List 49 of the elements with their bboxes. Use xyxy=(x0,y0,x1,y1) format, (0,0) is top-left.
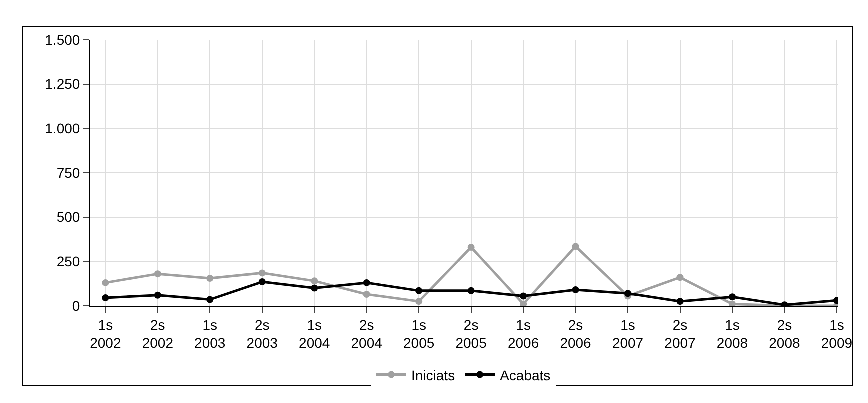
y-tick-label: 250 xyxy=(56,254,80,270)
x-tick-label: 1s 2006 xyxy=(508,316,540,351)
point xyxy=(520,300,528,306)
point xyxy=(363,279,370,286)
point xyxy=(206,296,214,304)
point xyxy=(676,298,684,306)
point xyxy=(468,287,475,294)
x-tick-label: 1s 2003 xyxy=(194,316,226,351)
point xyxy=(154,292,162,299)
point xyxy=(206,275,214,282)
point xyxy=(416,287,423,294)
x-tick-label: 1s 2002 xyxy=(90,316,122,351)
point xyxy=(468,244,475,251)
y-tick-label: 1.000 xyxy=(45,120,80,137)
y-tick-label: 750 xyxy=(56,164,80,181)
y-tick-label: 0 xyxy=(72,298,80,314)
x-tick-label: 2s 2005 xyxy=(456,316,488,351)
x-tick-label: 2s 2006 xyxy=(560,316,592,351)
x-tick-label: 1s 2008 xyxy=(716,316,748,351)
point xyxy=(311,278,318,285)
y-tick-label: 1.500 xyxy=(45,32,80,48)
point xyxy=(102,279,110,286)
y-tick-label: 1.250 xyxy=(45,76,80,92)
x-tick-label: 2s 2004 xyxy=(351,316,383,351)
point xyxy=(258,270,266,277)
point xyxy=(572,243,580,250)
x-tick-label: 2s 2002 xyxy=(142,316,174,351)
point xyxy=(728,294,736,301)
point xyxy=(102,294,110,302)
x-tick-label: 2s 2007 xyxy=(664,316,696,351)
point xyxy=(520,292,528,300)
point xyxy=(258,278,266,286)
point xyxy=(728,300,736,306)
point xyxy=(624,290,632,298)
legend-label: Iniciats xyxy=(412,367,456,384)
point xyxy=(311,284,318,292)
point xyxy=(572,286,580,294)
y-tick-label: 500 xyxy=(56,209,80,226)
point xyxy=(363,290,370,298)
point xyxy=(676,274,684,282)
x-tick-label: 1s 2004 xyxy=(299,316,330,351)
legend-label: Acabats xyxy=(500,367,551,384)
x-tick-label: 1s 2005 xyxy=(404,316,435,351)
x-tick-label: 1s 2007 xyxy=(612,316,644,351)
point xyxy=(416,298,423,306)
x-tick-label: 1s 2009 xyxy=(821,316,853,351)
point xyxy=(154,270,162,278)
x-tick-label: 2s 2008 xyxy=(769,316,800,351)
x-tick-label: 2s 2003 xyxy=(246,316,278,351)
